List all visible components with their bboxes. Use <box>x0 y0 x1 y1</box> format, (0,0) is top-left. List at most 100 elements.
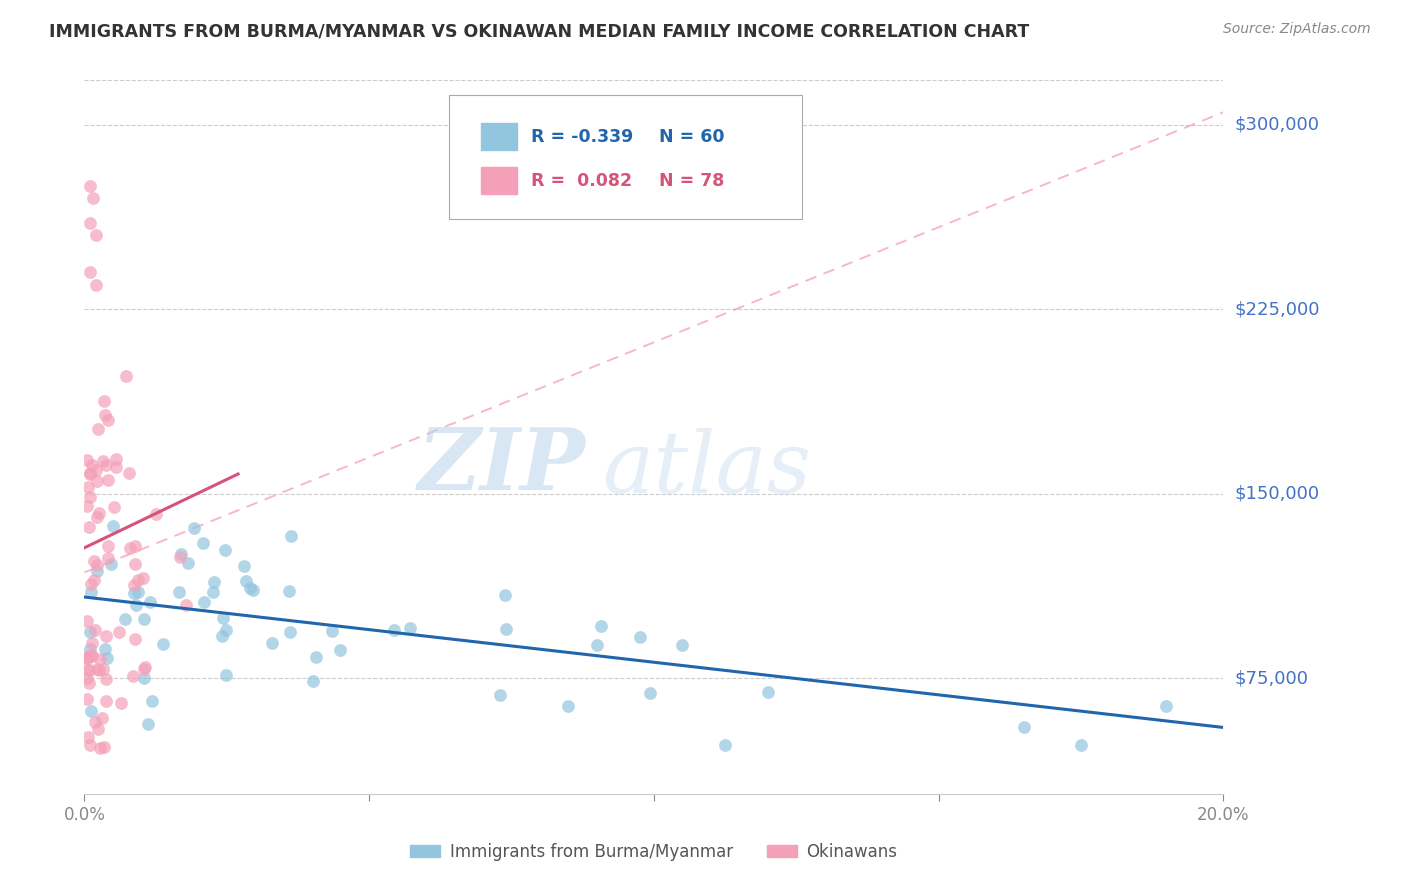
Point <box>321 624 343 639</box>
Point <box>489 688 512 702</box>
Point <box>104 460 127 475</box>
Point <box>127 585 149 599</box>
Point <box>591 619 613 633</box>
Point <box>79 641 101 656</box>
Point <box>132 662 155 676</box>
Point <box>84 463 107 477</box>
Point <box>94 409 117 423</box>
Text: IMMIGRANTS FROM BURMA/MYANMAR VS OKINAWAN MEDIAN FAMILY INCOME CORRELATION CHART: IMMIGRANTS FROM BURMA/MYANMAR VS OKINAWA… <box>49 22 1029 40</box>
Point <box>124 577 146 591</box>
Point <box>79 467 101 481</box>
Point <box>170 547 193 561</box>
Point <box>100 558 122 572</box>
Point <box>80 458 103 472</box>
Point <box>169 549 191 564</box>
Point <box>96 694 118 708</box>
Point <box>91 711 114 725</box>
Point <box>79 624 101 639</box>
Point <box>93 739 115 754</box>
Point <box>211 629 233 643</box>
Point <box>84 228 107 243</box>
Text: N = 78: N = 78 <box>659 172 725 190</box>
Point <box>136 716 159 731</box>
Point <box>174 598 197 612</box>
Text: atlas: atlas <box>603 428 811 510</box>
Point <box>756 685 779 699</box>
Point <box>1070 738 1092 752</box>
Point <box>124 558 146 572</box>
Point <box>132 671 155 685</box>
Point <box>89 652 111 666</box>
Point <box>104 452 127 467</box>
Point <box>239 582 262 596</box>
Point <box>91 663 114 677</box>
Point <box>495 623 517 637</box>
Legend: Immigrants from Burma/Myanmar, Okinawans: Immigrants from Burma/Myanmar, Okinawans <box>404 837 904 868</box>
Point <box>77 480 100 494</box>
Point <box>242 582 264 597</box>
Point <box>86 558 108 572</box>
Point <box>79 179 101 194</box>
Point <box>382 624 405 638</box>
Point <box>77 676 100 690</box>
Point <box>124 632 146 646</box>
Point <box>586 638 609 652</box>
Point <box>122 669 145 683</box>
Point <box>86 422 108 436</box>
Point <box>278 584 301 599</box>
Point <box>84 714 107 729</box>
Point <box>212 610 235 624</box>
Point <box>76 453 98 467</box>
Point <box>278 625 301 640</box>
Point <box>177 556 200 570</box>
Point <box>76 615 98 629</box>
Point <box>114 612 136 626</box>
Point <box>671 639 693 653</box>
Point <box>79 216 101 230</box>
Text: $300,000: $300,000 <box>1234 116 1319 134</box>
Point <box>86 510 108 524</box>
Point <box>125 598 148 612</box>
Point <box>214 668 236 682</box>
Point <box>96 629 118 643</box>
Point <box>83 573 105 587</box>
Point <box>96 651 118 665</box>
Point <box>235 574 257 588</box>
Text: R = -0.339: R = -0.339 <box>531 128 633 145</box>
Point <box>96 458 118 472</box>
Point <box>183 521 205 535</box>
Point <box>233 559 256 574</box>
Text: N = 60: N = 60 <box>659 128 725 145</box>
Point <box>305 649 328 664</box>
Point <box>329 642 352 657</box>
Text: Source: ZipAtlas.com: Source: ZipAtlas.com <box>1223 22 1371 37</box>
Point <box>260 636 283 650</box>
Text: $75,000: $75,000 <box>1234 669 1309 687</box>
Bar <box>481 168 517 194</box>
Point <box>97 539 120 553</box>
Point <box>132 571 155 585</box>
Point <box>86 474 108 488</box>
Point <box>97 550 120 565</box>
Point <box>139 594 162 608</box>
Point <box>97 473 120 487</box>
Point <box>107 625 129 640</box>
Point <box>302 674 325 689</box>
Point <box>76 692 98 706</box>
Point <box>89 507 111 521</box>
Point <box>145 507 167 521</box>
Point <box>76 671 98 685</box>
Text: $225,000: $225,000 <box>1234 300 1320 318</box>
Point <box>80 577 103 591</box>
Point <box>76 649 98 664</box>
Point <box>127 573 149 587</box>
Point <box>110 696 132 710</box>
Point <box>557 698 579 713</box>
Bar <box>481 123 517 150</box>
Point <box>201 585 224 599</box>
Point <box>87 723 110 737</box>
Point <box>77 664 100 678</box>
Point <box>118 467 141 481</box>
Point <box>115 368 138 383</box>
Point <box>89 740 111 755</box>
